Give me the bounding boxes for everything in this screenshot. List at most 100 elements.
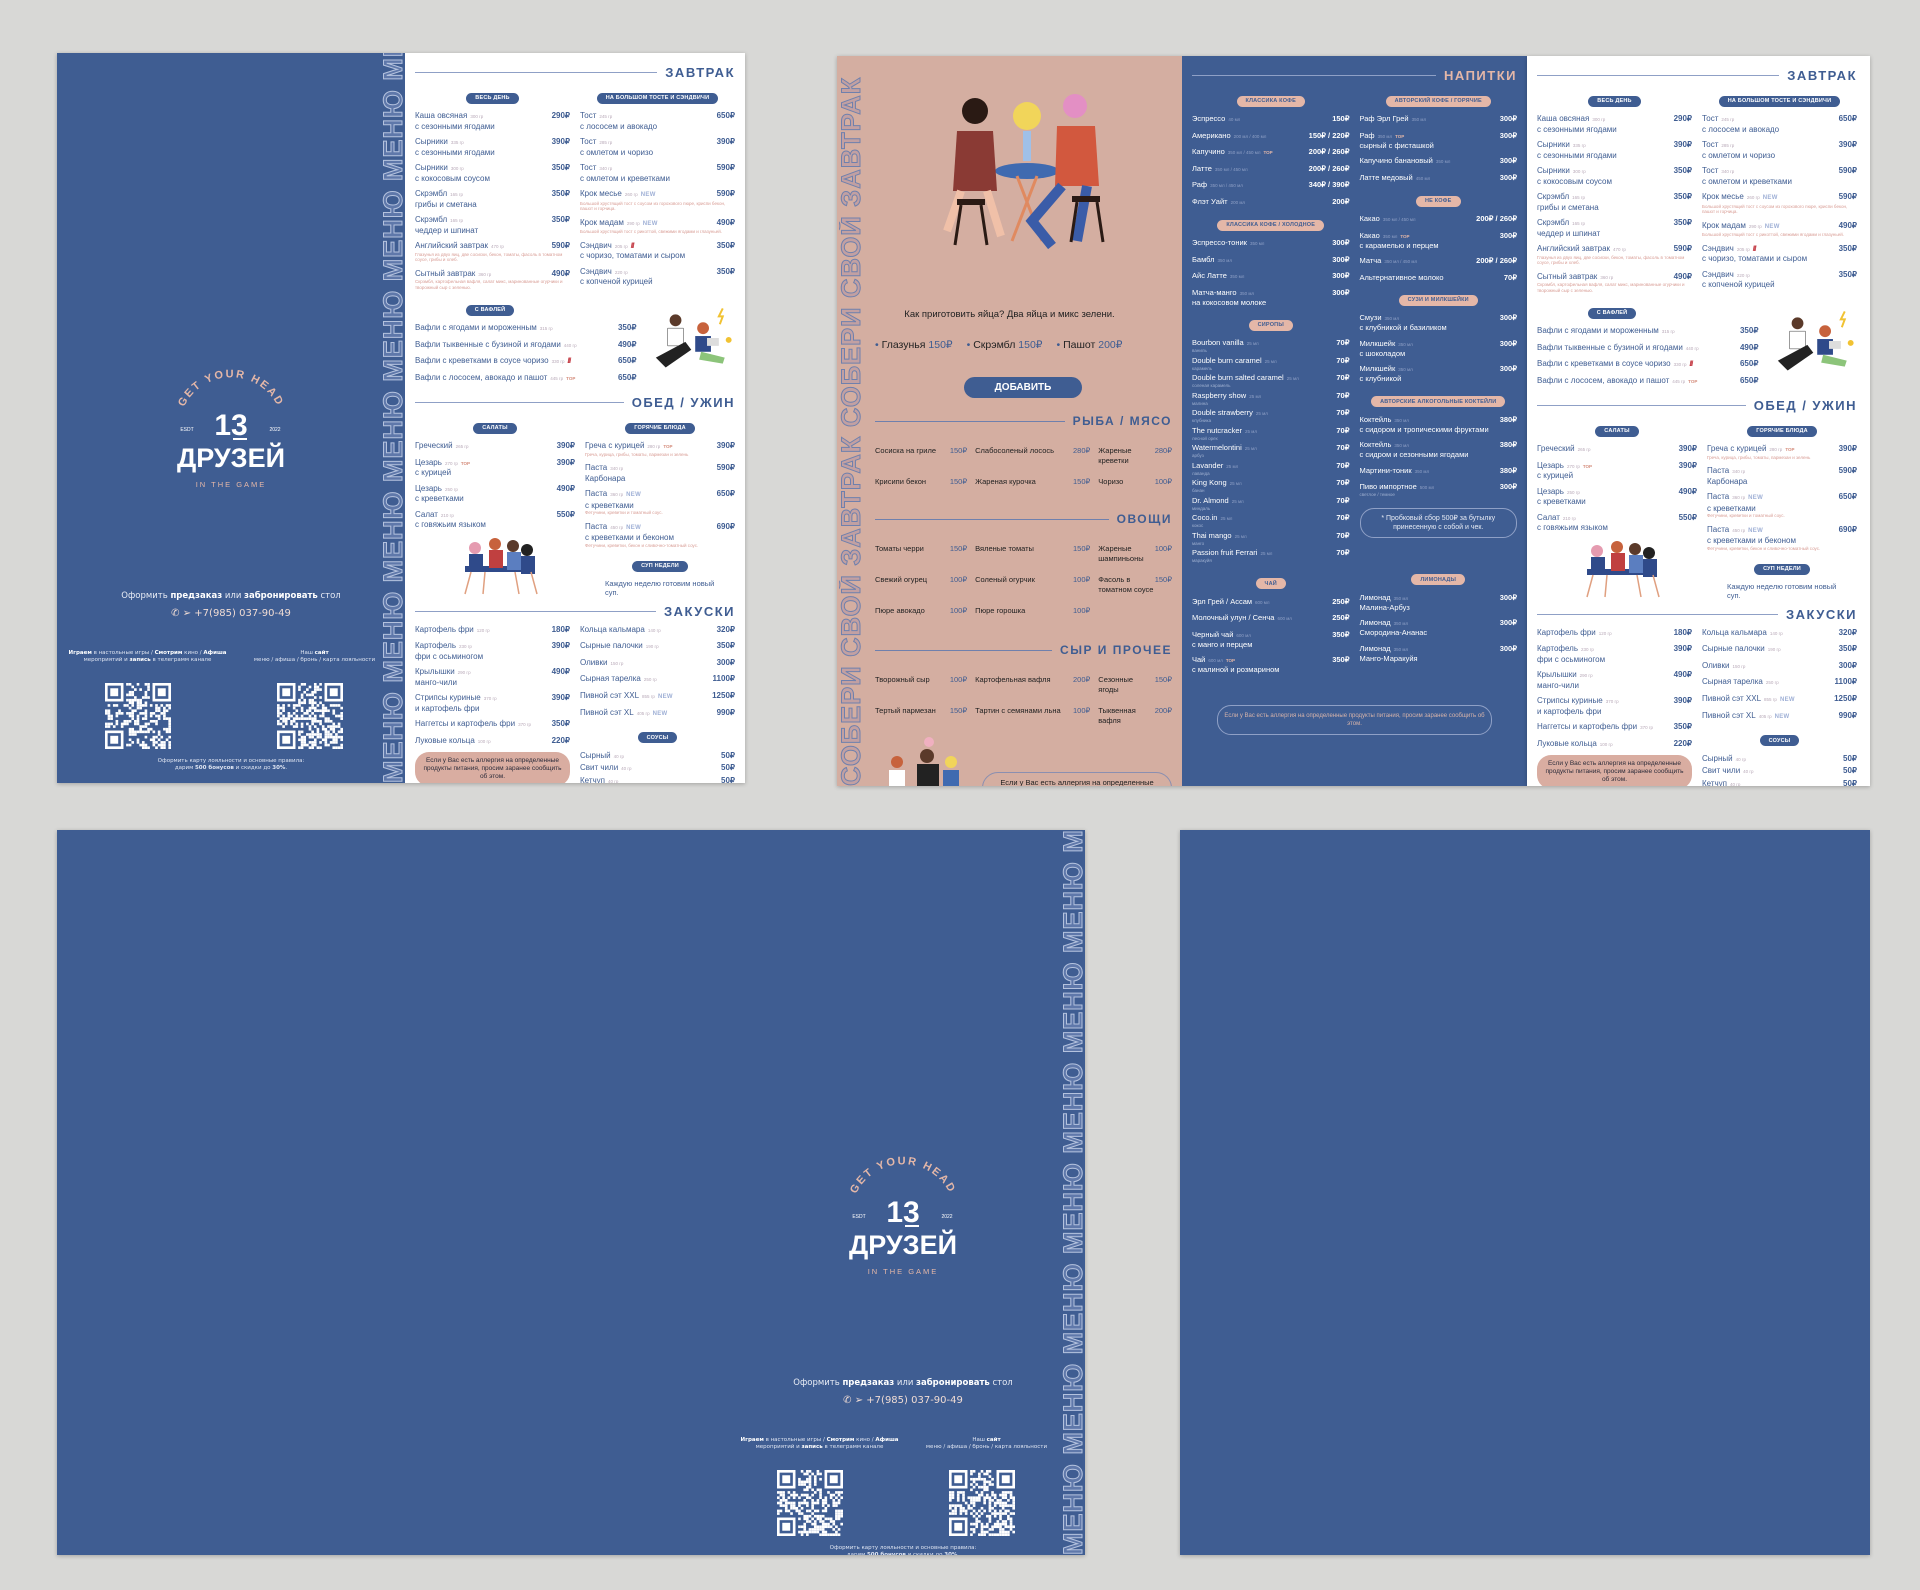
builder-option[interactable]: Картофельная вафля 200₽: [975, 675, 1090, 694]
builder-option[interactable]: Жареные шампиньоны 100₽: [1098, 544, 1172, 563]
item-name: Сытный завтрак: [1537, 271, 1598, 281]
item-line: Lavander 25 мл 70₽: [1192, 461, 1350, 471]
builder-option[interactable]: Сосиска на гриле 150₽: [875, 446, 967, 465]
item-description: соленая карамель: [1192, 383, 1231, 388]
item-weight: 360 гр: [610, 492, 624, 497]
item-price: 380₽: [1499, 465, 1517, 475]
item-line: Double strawberry 25 мл 70₽: [1192, 408, 1350, 418]
item-price: 50₽: [721, 763, 735, 772]
item-price: 490₽: [1673, 670, 1692, 679]
option-price: 100₽: [1072, 606, 1091, 615]
menu-item: Thai mango 25 мл 70₽ манго: [1192, 531, 1350, 547]
item-weight: 260 гр: [1746, 195, 1760, 200]
item-price: 180₽: [551, 624, 570, 634]
option-price: 150₽: [1072, 477, 1091, 486]
egg-option[interactable]: • Пашот 200₽: [1056, 339, 1123, 351]
item-name: Матча-манго: [1192, 287, 1237, 297]
egg-option[interactable]: • Глазунья 150₽: [875, 339, 953, 351]
item-price: 350₽: [716, 266, 735, 276]
builder-option[interactable]: Пюре горошка 100₽: [975, 606, 1090, 616]
item-price: 300₽: [1499, 618, 1517, 627]
item-line: Паста 450 гр NEW 690₽: [585, 522, 735, 534]
food-menu-page: ЗАВТРАК ВЕСЬ ДЕНЬ Каша овсяная 300 гр 290₽ с…: [1527, 56, 1867, 786]
builder-option[interactable]: Тартин с семянами льна 100₽: [975, 706, 1090, 725]
item-line: Сытный завтрак 360 гр 490₽: [1537, 272, 1692, 283]
category-pill: КЛАССИКА КОФЕ / ХОЛОДНОЕ: [1217, 219, 1325, 231]
item-line: Сырная тарелка 250 гр 1100₽: [580, 674, 735, 685]
builder-option[interactable]: Тыквенная вафля 200₽: [1098, 706, 1172, 725]
item-price: 550₽: [1678, 512, 1697, 522]
item-price: 290₽: [551, 111, 570, 120]
menu-spread-front: GET YOUR HEAD 13 ESDT 2022 ДРУЗЕЙ IN THE…: [57, 53, 745, 783]
back-cover: [1180, 830, 1870, 1555]
brand-logo: GET YOUR HEAD 13 ESDT 2022 ДРУЗЕЙ IN THE…: [57, 353, 405, 523]
svg-text:IN THE GAME: IN THE GAME: [196, 480, 267, 489]
item-name: Капучино: [1192, 147, 1225, 156]
builder-option[interactable]: Жареная курочка 150₽: [975, 477, 1090, 487]
builder-option[interactable]: Сезонные ягоды 150₽: [1098, 675, 1172, 694]
menu-item: Свит чили 40 гр 50₽: [1702, 766, 1857, 777]
item-line: Вафли с лососем, авокадо и пашот 445 гр TO…: [415, 373, 636, 384]
item-price: 50₽: [1843, 753, 1857, 763]
option-name: Творожный сыр: [875, 675, 930, 684]
add-button[interactable]: ДОБАВИТЬ: [964, 377, 1082, 398]
menu-item: Коктейль 350 мл 380₽ с сидром и сезонными я…: [1360, 440, 1518, 459]
item-name: Кетчуп: [580, 775, 606, 784]
item-name: Цезарь: [415, 483, 442, 493]
builder-option[interactable]: Вяленые томаты 150₽: [975, 544, 1090, 563]
item-price: 300₽: [1332, 238, 1350, 247]
qr-code-telegram[interactable]: [777, 1470, 843, 1536]
item-name: Сэндвич: [580, 240, 612, 250]
item-price: 390₽: [1838, 140, 1857, 149]
builder-option[interactable]: Чоризо 100₽: [1098, 477, 1172, 487]
item-description: Большой хрустящий тост с рикоттой, свежи…: [580, 229, 722, 234]
item-name: Какао: [1359, 214, 1380, 223]
builder-option[interactable]: Томаты черри 150₽: [875, 544, 967, 563]
item-description: Фетучини, креветки, бекон и сливочно-том…: [1707, 545, 1821, 551]
item-name: Оливки: [580, 657, 608, 667]
item-weight: 220 гр: [1736, 272, 1750, 278]
item-name: Coco.in: [1192, 513, 1218, 522]
item-line: Английский завтрак 470 гр 590₽: [415, 241, 570, 252]
builder-option[interactable]: Тертый пармезан 150₽: [875, 706, 967, 725]
item-description: Греча, курица, грибы, томаты, пармезан и…: [1707, 454, 1811, 460]
item-weight: 370 гр: [1605, 699, 1619, 704]
item-description: клубника: [1192, 418, 1212, 423]
builder-option[interactable]: Соленый огурчик 100₽: [975, 575, 1090, 594]
item-name: Цезарь: [1537, 460, 1564, 470]
item-name: Луковые кольца: [1537, 738, 1597, 748]
item-weight: 350 мл: [1411, 117, 1427, 122]
item-subtitle: Смородина-Ананас: [1359, 628, 1428, 637]
allergy-notice: Если у Вас есть аллергия на определенные…: [982, 772, 1172, 786]
phone-link[interactable]: ✆ ➢ +7(985) 037-90-49: [843, 1395, 963, 1406]
menu-item: Тост 285 гр 390₽ с омлетом и чоризо: [580, 137, 735, 157]
option-price: 150₽: [1154, 575, 1172, 584]
menu-item: Паста 450 гр NEW 690₽ с креветками и беконом…: [1707, 525, 1857, 552]
item-line: Эспрессо 40 мл 150₽: [1192, 114, 1350, 124]
builder-option[interactable]: Жареные креветки 280₽: [1098, 446, 1172, 465]
qr-code-telegram[interactable]: [105, 683, 171, 749]
item-weight: 350 мл: [1382, 233, 1398, 239]
phone-link[interactable]: ✆ ➢ +7(985) 037-90-49: [171, 608, 291, 619]
item-name: Пивной сэт XL: [580, 708, 634, 717]
item-line: Сэндвич 205 гр/// 350₽: [580, 241, 735, 252]
egg-option[interactable]: • Скрэмбл 150₽: [966, 339, 1043, 351]
builder-option[interactable]: Свежий огурец 100₽: [875, 575, 967, 594]
builder-option[interactable]: Фасоль в томатном соусе 150₽: [1098, 575, 1172, 594]
item-weight: 190 гр: [1767, 647, 1781, 652]
builder-option[interactable]: Крисипи бекон 150₽: [875, 477, 967, 487]
builder-option[interactable]: Пюре авокадо 100₽: [875, 606, 967, 616]
item-price: 490₽: [1673, 271, 1692, 281]
item-weight: 290 гр: [626, 220, 640, 226]
builder-option[interactable]: Слабосоленый лосось 280₽: [975, 446, 1090, 465]
item-weight: 25 мл: [1244, 446, 1257, 451]
item-line: Салат 210 гр 550₽: [415, 510, 575, 521]
qr-code-website[interactable]: [277, 683, 343, 749]
builder-option[interactable]: Творожный сыр 100₽: [875, 675, 967, 694]
item-price: 220₽: [1673, 738, 1692, 748]
item-price: 200₽ / 260₽: [1308, 147, 1350, 156]
menu-item: Каша овсяная 300 гр 290₽ с сезонными ягодам…: [415, 111, 570, 131]
qr-code-website[interactable]: [949, 1470, 1015, 1536]
item-name: Raspberry show: [1192, 390, 1247, 400]
item-line: Цезарь 250 гр 490₽: [1537, 487, 1697, 498]
